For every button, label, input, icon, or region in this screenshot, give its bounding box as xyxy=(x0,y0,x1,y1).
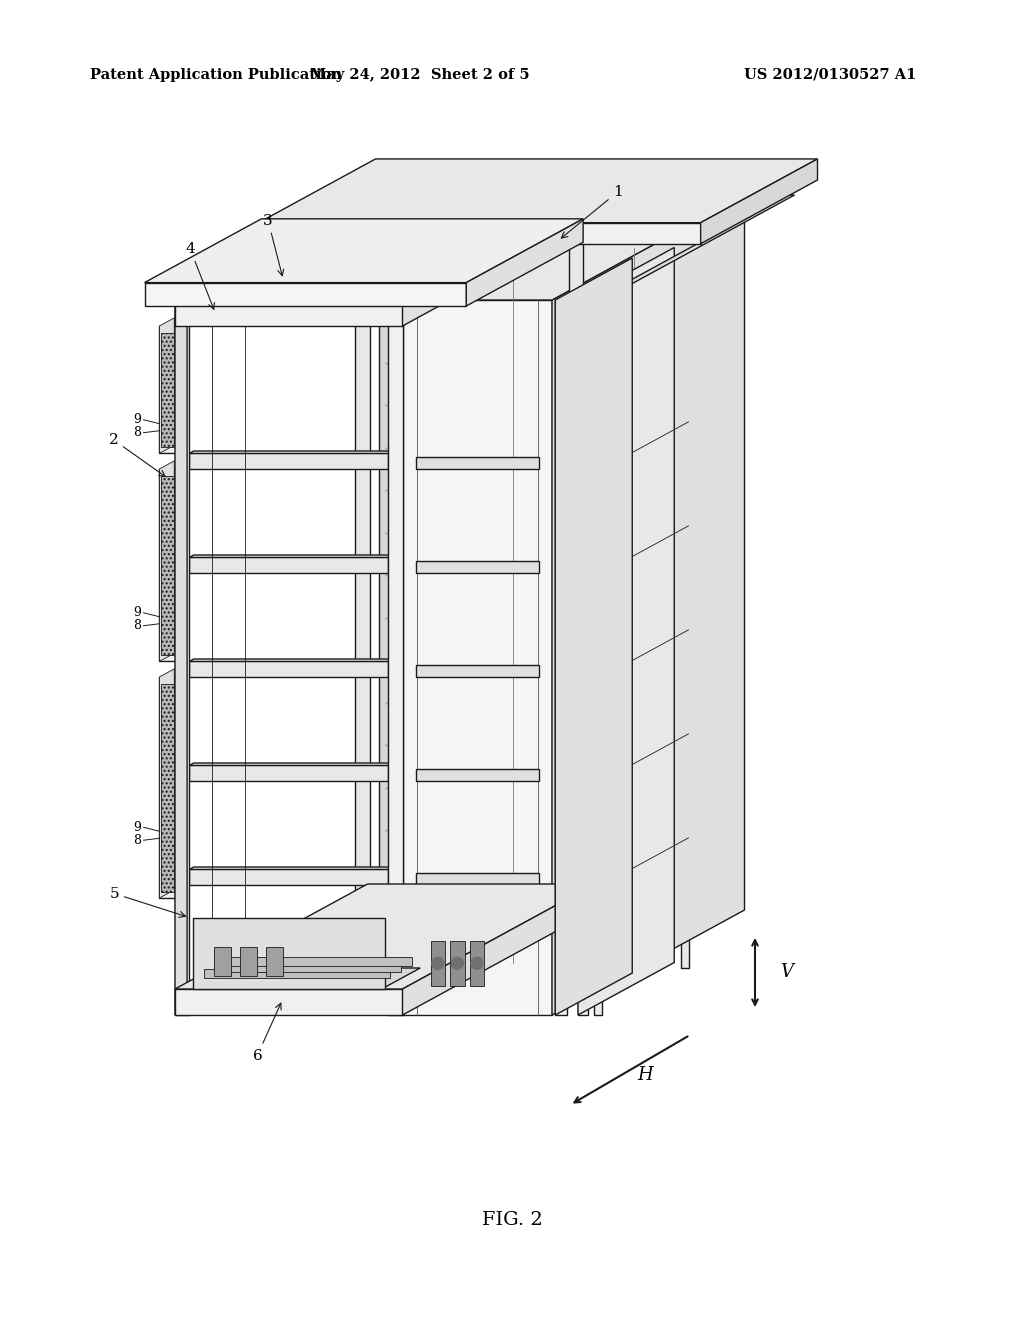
Polygon shape xyxy=(266,946,283,975)
Polygon shape xyxy=(196,968,420,989)
Polygon shape xyxy=(189,453,388,469)
Bar xyxy=(162,684,174,891)
Polygon shape xyxy=(175,884,595,989)
Polygon shape xyxy=(416,457,539,469)
Text: 8: 8 xyxy=(133,619,141,632)
Polygon shape xyxy=(144,282,466,306)
Polygon shape xyxy=(160,326,176,453)
Polygon shape xyxy=(189,870,388,884)
Polygon shape xyxy=(189,763,392,766)
Polygon shape xyxy=(144,219,583,282)
Bar xyxy=(451,940,465,986)
Polygon shape xyxy=(189,661,388,677)
Text: US 2012/0130527 A1: US 2012/0130527 A1 xyxy=(743,69,916,82)
Polygon shape xyxy=(416,561,539,573)
Polygon shape xyxy=(189,554,392,557)
Polygon shape xyxy=(189,659,392,661)
Polygon shape xyxy=(388,293,415,300)
Text: 6: 6 xyxy=(253,1003,282,1063)
Polygon shape xyxy=(594,195,795,300)
Text: FIG. 2: FIG. 2 xyxy=(481,1210,543,1229)
Bar xyxy=(431,940,445,986)
Polygon shape xyxy=(416,873,539,884)
Text: V: V xyxy=(780,964,793,981)
Polygon shape xyxy=(259,158,817,223)
Polygon shape xyxy=(189,766,388,781)
Polygon shape xyxy=(578,300,588,1015)
Text: 9: 9 xyxy=(133,413,141,426)
Polygon shape xyxy=(160,669,174,898)
Text: 1: 1 xyxy=(561,185,623,238)
Polygon shape xyxy=(175,293,187,1015)
Text: Patent Application Publication: Patent Application Publication xyxy=(90,69,342,82)
Polygon shape xyxy=(402,195,744,300)
Text: H: H xyxy=(637,1067,653,1084)
Text: 4: 4 xyxy=(185,242,214,309)
Text: May 24, 2012  Sheet 2 of 5: May 24, 2012 Sheet 2 of 5 xyxy=(310,69,529,82)
Polygon shape xyxy=(416,768,539,781)
Circle shape xyxy=(471,957,483,969)
Polygon shape xyxy=(594,300,602,1015)
Polygon shape xyxy=(568,202,583,916)
Polygon shape xyxy=(189,451,392,453)
Polygon shape xyxy=(388,300,402,1015)
Polygon shape xyxy=(193,917,385,989)
Text: 8: 8 xyxy=(133,426,141,440)
Polygon shape xyxy=(555,300,567,1015)
Polygon shape xyxy=(226,957,412,966)
Polygon shape xyxy=(175,989,402,1015)
Polygon shape xyxy=(416,664,539,677)
Polygon shape xyxy=(175,195,595,300)
Polygon shape xyxy=(160,677,176,898)
Circle shape xyxy=(452,957,464,969)
Polygon shape xyxy=(402,195,595,326)
Bar xyxy=(470,940,484,986)
Text: 5: 5 xyxy=(110,887,185,917)
Bar xyxy=(162,475,174,655)
Polygon shape xyxy=(555,257,632,1015)
Polygon shape xyxy=(175,293,202,300)
Polygon shape xyxy=(681,252,689,968)
Polygon shape xyxy=(189,557,388,573)
Polygon shape xyxy=(578,248,674,1015)
Polygon shape xyxy=(215,962,401,972)
Polygon shape xyxy=(214,946,230,975)
Polygon shape xyxy=(204,969,390,978)
Polygon shape xyxy=(160,461,174,661)
Text: 8: 8 xyxy=(133,834,141,846)
Polygon shape xyxy=(402,884,595,1015)
Polygon shape xyxy=(355,202,370,916)
Circle shape xyxy=(432,957,443,969)
Bar xyxy=(162,333,174,447)
Polygon shape xyxy=(552,195,744,1015)
Polygon shape xyxy=(175,300,189,1015)
Polygon shape xyxy=(259,223,700,244)
Polygon shape xyxy=(175,300,402,326)
Text: 9: 9 xyxy=(133,821,141,834)
Polygon shape xyxy=(160,318,174,453)
Polygon shape xyxy=(189,867,392,870)
Polygon shape xyxy=(379,223,578,886)
Polygon shape xyxy=(466,219,583,306)
Text: 9: 9 xyxy=(133,606,141,619)
Text: 2: 2 xyxy=(109,433,165,477)
Text: 3: 3 xyxy=(263,214,284,276)
Polygon shape xyxy=(241,946,257,975)
Polygon shape xyxy=(160,469,176,661)
Polygon shape xyxy=(700,158,817,244)
Polygon shape xyxy=(402,300,552,1015)
